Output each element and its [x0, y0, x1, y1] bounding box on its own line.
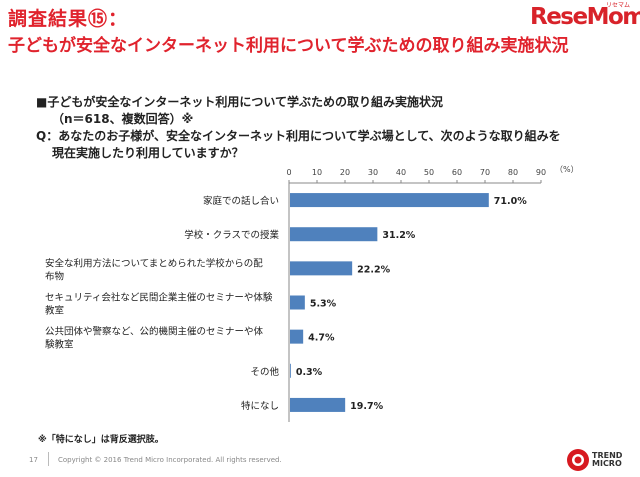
x-tick-label: 90 [536, 168, 546, 177]
data-label: 19.7% [350, 401, 383, 412]
x-tick-label: 0 [286, 168, 291, 177]
category-label: 安全な利用方法についてまとめられた学校からの配 [45, 257, 263, 269]
question-line-1: Q：あなたのお子様が、安全なインターネット利用について学ぶ場として、次のような取… [36, 129, 561, 143]
trend-micro-logo-icon [567, 449, 589, 471]
brand-line-1: TREND [592, 451, 623, 460]
chart-heading: ■子どもが安全なインターネット利用について学ぶための取り組み実施状況 [36, 95, 443, 109]
bar [290, 295, 305, 310]
data-label: 0.3% [296, 367, 323, 378]
brand-line-2: MICRO [592, 459, 622, 469]
x-axis-unit: （%） [555, 165, 579, 174]
category-label-cont: 験教室 [45, 339, 74, 351]
category-label: 学校・クラスでの授業 [184, 229, 279, 241]
footnote: ※「特になし」は背反選択肢。 [38, 435, 164, 445]
page-number: 17 [29, 456, 38, 464]
category-label: セキュリティ会社など民間企業主催のセミナーや体験 [45, 292, 273, 304]
slide-title: 子どもが安全なインターネット利用について学ぶための取り組み実施状況 [8, 36, 569, 56]
x-tick-label: 20 [340, 168, 350, 177]
x-tick-label: 80 [508, 168, 518, 177]
resemom-logo: ReseMom [530, 4, 640, 30]
x-tick-label: 60 [452, 168, 462, 177]
category-label: 公共団体や警察など、公的機関主催のセミナーや体 [45, 326, 264, 338]
bar [290, 227, 378, 242]
x-tick-label: 50 [424, 168, 434, 177]
x-tick-label: 40 [396, 168, 406, 177]
question-line-2: 現在実施したり利用していますか？ [52, 146, 244, 160]
resemom-logo-kana: リセマム [606, 2, 631, 9]
bar [290, 261, 353, 276]
category-label-cont: 布物 [45, 270, 65, 282]
trend-micro-wordmark: TREND MICRO [592, 451, 623, 469]
data-label: 31.2% [382, 230, 415, 241]
bar [290, 193, 489, 208]
x-tick-label: 70 [480, 168, 490, 177]
x-tick-label: 10 [312, 168, 322, 177]
slide-title-number: 調査結果⑮： [8, 8, 129, 30]
footer-divider [48, 452, 49, 466]
data-label: 4.7% [308, 333, 335, 344]
x-tick-label: 30 [368, 168, 378, 177]
bar [290, 363, 291, 378]
category-label: 家庭での話し合い [203, 195, 279, 207]
sample-size: （n＝618、複数回答）※ [52, 112, 194, 126]
category-label: 特になし [241, 400, 279, 412]
category-label-cont: 教室 [45, 305, 64, 317]
data-label: 22.2% [357, 264, 390, 275]
data-label: 71.0% [494, 196, 527, 207]
bar [290, 329, 304, 344]
category-label: その他 [250, 366, 279, 378]
data-label: 5.3% [310, 299, 337, 310]
bar [290, 397, 346, 412]
copyright: Copyright © 2016 Trend Micro Incorporate… [58, 456, 282, 464]
